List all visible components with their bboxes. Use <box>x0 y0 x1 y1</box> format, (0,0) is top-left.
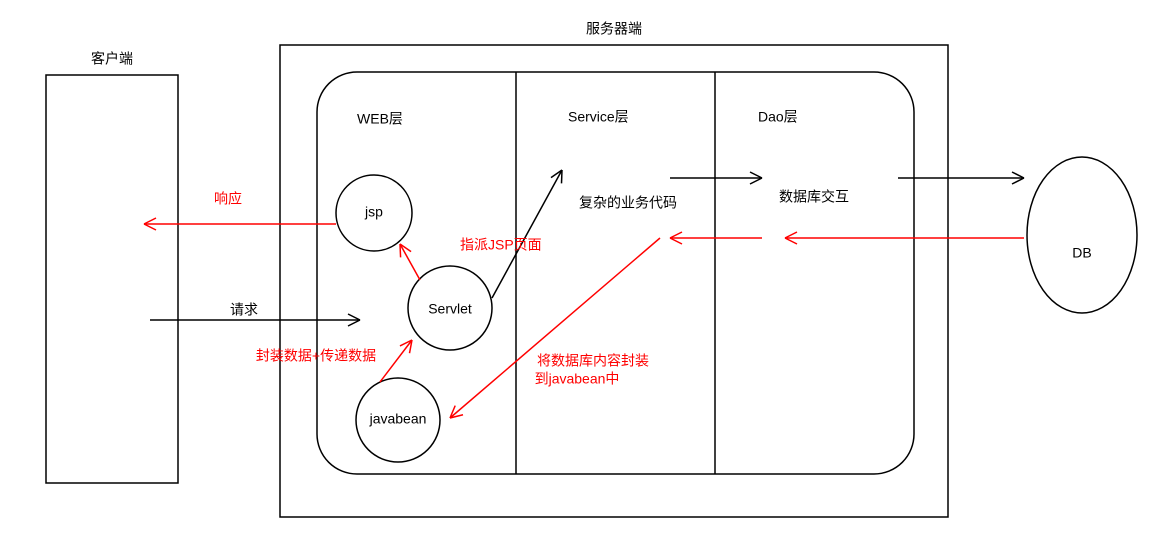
edge-serv-to-svc <box>492 170 562 298</box>
wrap-to-bean-label-1: 将数据库内容封装 <box>537 353 649 369</box>
client-title-label: 客户端 <box>91 51 133 67</box>
wrap-pass-label: 封装数据+传递数据 <box>256 348 376 364</box>
dao-layer-label: Dao层 <box>758 109 798 125</box>
wrap-to-bean-label-2: 到javabean中 <box>535 371 620 387</box>
servlet-label: Servlet <box>428 301 472 317</box>
assign-jsp-label: 指派JSP页面 <box>460 237 542 253</box>
edge-svc-to-dao-b <box>670 172 762 184</box>
client-box <box>46 75 178 483</box>
response-label: 响应 <box>214 191 242 207</box>
architecture-diagram: 客户端 服务器端 WEB层 Service层 Dao层 jsp Servlet … <box>0 0 1172 542</box>
edge-wrap-to-bean <box>450 238 660 418</box>
service-layer-label: Service层 <box>568 109 629 125</box>
javabean-label: javabean <box>369 411 427 427</box>
complex-code-label: 复杂的业务代码 <box>579 195 677 211</box>
edge-assign-jsp <box>400 244 420 280</box>
edge-wrap-pass <box>380 340 412 382</box>
db-node <box>1027 157 1137 313</box>
db-interact-label: 数据库交互 <box>779 189 849 205</box>
db-label: DB <box>1072 245 1091 261</box>
edge-dao-to-svc-r <box>670 232 762 244</box>
edge-response <box>144 218 336 230</box>
request-label: 请求 <box>230 302 258 318</box>
jsp-label: jsp <box>364 204 383 220</box>
edge-db-to-dao-r <box>785 232 1024 244</box>
edge-dao-to-db-b <box>898 172 1024 184</box>
server-title-label: 服务器端 <box>586 21 642 37</box>
web-layer-label: WEB层 <box>357 111 403 127</box>
